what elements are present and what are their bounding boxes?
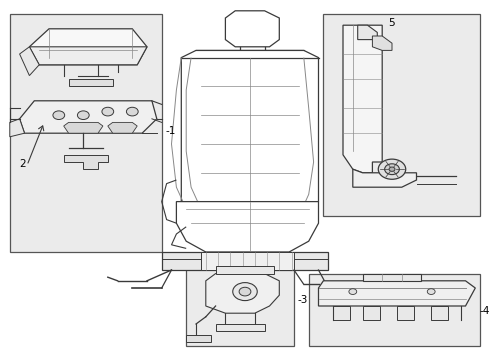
Polygon shape <box>162 252 328 270</box>
Circle shape <box>427 289 435 294</box>
Circle shape <box>385 164 399 175</box>
Polygon shape <box>225 11 279 47</box>
Text: -1: -1 <box>165 126 175 136</box>
Polygon shape <box>64 122 103 133</box>
Polygon shape <box>29 47 147 65</box>
Bar <box>309 274 480 346</box>
Polygon shape <box>186 335 211 342</box>
Polygon shape <box>20 101 157 133</box>
Polygon shape <box>333 306 350 320</box>
Polygon shape <box>108 122 137 133</box>
Polygon shape <box>397 306 414 320</box>
Polygon shape <box>431 306 448 320</box>
Circle shape <box>389 167 395 171</box>
Polygon shape <box>206 274 279 313</box>
Text: 5: 5 <box>388 18 395 28</box>
Polygon shape <box>343 25 382 173</box>
Polygon shape <box>64 155 108 169</box>
Circle shape <box>349 289 357 294</box>
Polygon shape <box>29 29 147 65</box>
Circle shape <box>126 107 138 116</box>
Polygon shape <box>363 306 380 320</box>
Polygon shape <box>318 281 475 306</box>
Polygon shape <box>353 169 416 187</box>
Bar <box>10 14 162 252</box>
Text: -4: -4 <box>479 306 490 316</box>
Polygon shape <box>216 324 265 331</box>
Bar <box>186 266 294 346</box>
Circle shape <box>233 283 257 301</box>
Circle shape <box>239 287 251 296</box>
Polygon shape <box>216 266 274 274</box>
Circle shape <box>378 159 406 179</box>
Polygon shape <box>201 252 294 270</box>
Circle shape <box>53 111 65 120</box>
Polygon shape <box>176 202 318 252</box>
Circle shape <box>77 111 89 120</box>
Polygon shape <box>69 79 113 86</box>
Polygon shape <box>10 119 24 137</box>
Polygon shape <box>363 274 421 281</box>
Circle shape <box>102 107 114 116</box>
Polygon shape <box>372 36 392 50</box>
Polygon shape <box>358 25 377 40</box>
Text: -3: -3 <box>298 294 308 305</box>
Bar <box>323 14 480 216</box>
Polygon shape <box>181 50 318 230</box>
Polygon shape <box>20 47 39 76</box>
Text: 2: 2 <box>20 159 26 169</box>
